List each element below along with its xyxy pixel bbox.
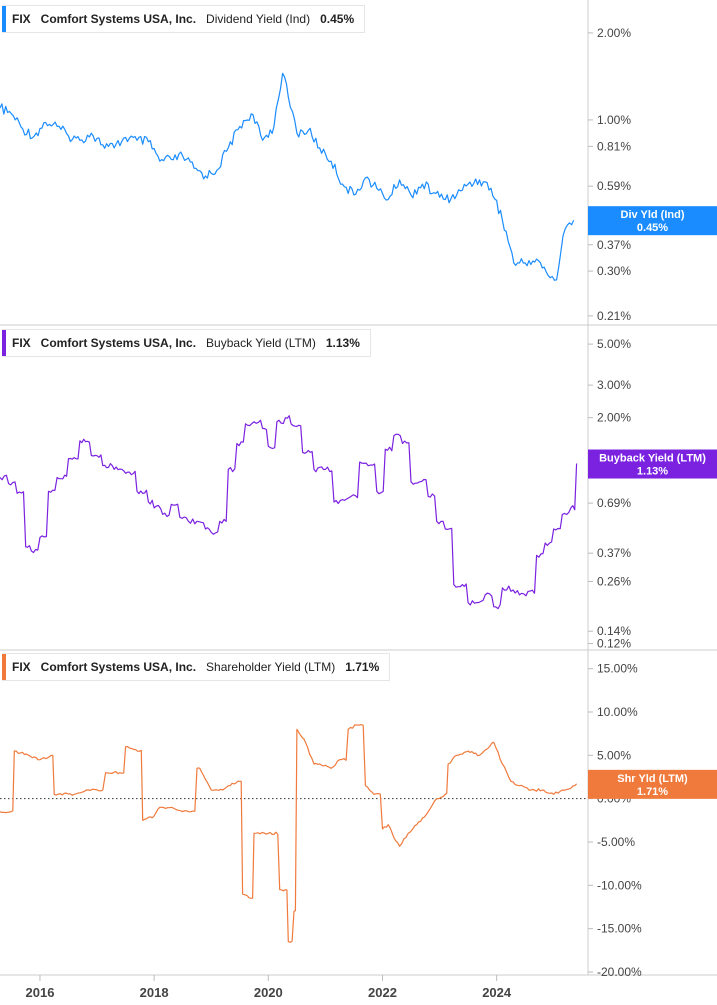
series-line-3 — [0, 724, 578, 943]
value-badge-value: 0.45% — [637, 222, 668, 234]
value-badge — [588, 769, 717, 799]
y-tick-label: 0.30% — [597, 264, 631, 278]
x-tick-label: 2020 — [254, 985, 283, 1000]
y-tick-label: 0.37% — [597, 238, 631, 252]
x-tick-label: 2022 — [368, 985, 397, 1000]
x-tick-label: 2024 — [482, 985, 512, 1000]
panel-1-color-bar — [2, 6, 6, 32]
y-tick-label: 3.00% — [597, 378, 631, 392]
y-tick-label: -10.00% — [597, 878, 642, 892]
y-tick-label: 0.21% — [597, 309, 631, 323]
y-tick-label: -20.00% — [597, 965, 642, 979]
y-tick-label: 0.59% — [597, 179, 631, 193]
y-tick-label: 15.00% — [597, 662, 638, 676]
value-badge — [588, 206, 717, 236]
y-tick-label: 2.00% — [597, 411, 631, 425]
panel-2-header: FIX Comfort Systems USA, Inc. Buyback Yi… — [2, 329, 371, 357]
value-badge-label: Div Yld (Ind) — [621, 209, 685, 221]
value-badge-label: Buyback Yield (LTM) — [599, 453, 706, 465]
panel-2-value: 1.13% — [325, 336, 360, 350]
panel-2-metric: Buyback Yield (LTM) — [206, 336, 316, 350]
panel-2-ticker: FIX — [12, 336, 31, 350]
panel-2-color-bar — [2, 330, 6, 356]
y-tick-label: 0.12% — [597, 637, 631, 651]
panel-1-value: 0.45% — [320, 12, 355, 26]
x-tick-label: 2016 — [26, 985, 55, 1000]
value-badge — [588, 449, 717, 479]
series-line-2 — [0, 415, 578, 610]
panel-3-header: FIX Comfort Systems USA, Inc. Shareholde… — [2, 653, 391, 681]
panel-3-value: 1.71% — [345, 660, 380, 674]
y-tick-label: 10.00% — [597, 705, 638, 719]
panel-3-ticker: FIX — [12, 660, 31, 674]
y-tick-label: 5.00% — [597, 337, 631, 351]
y-tick-label: 0.37% — [597, 546, 631, 560]
panel-3-color-bar — [2, 654, 6, 680]
panel-1-header: FIX Comfort Systems USA, Inc. Dividend Y… — [2, 5, 366, 33]
x-tick-label: 2018 — [140, 985, 169, 1000]
y-tick-label: -15.00% — [597, 922, 642, 936]
value-badge-label: Shr Yld (LTM) — [617, 773, 688, 785]
panel-2-company: Comfort Systems USA, Inc. — [40, 336, 197, 350]
panel-3-metric: Shareholder Yield (LTM) — [206, 660, 336, 674]
y-tick-label: 0.69% — [597, 496, 631, 510]
y-tick-label: 0.14% — [597, 624, 631, 638]
y-tick-label: 5.00% — [597, 748, 631, 762]
value-badge-value: 1.71% — [637, 786, 668, 798]
y-tick-label: -5.00% — [597, 835, 635, 849]
panel-3-company: Comfort Systems USA, Inc. — [40, 660, 197, 674]
value-badge-value: 1.13% — [637, 466, 668, 478]
panel-1-ticker: FIX — [12, 12, 31, 26]
panel-1-metric: Dividend Yield (Ind) — [206, 12, 311, 26]
y-tick-label: 0.26% — [597, 574, 631, 588]
panel-1-company: Comfort Systems USA, Inc. — [40, 12, 197, 26]
y-tick-label: 1.00% — [597, 113, 631, 127]
series-line-1 — [0, 72, 575, 281]
y-tick-label: 0.81% — [597, 139, 631, 153]
y-tick-label: 2.00% — [597, 26, 631, 40]
